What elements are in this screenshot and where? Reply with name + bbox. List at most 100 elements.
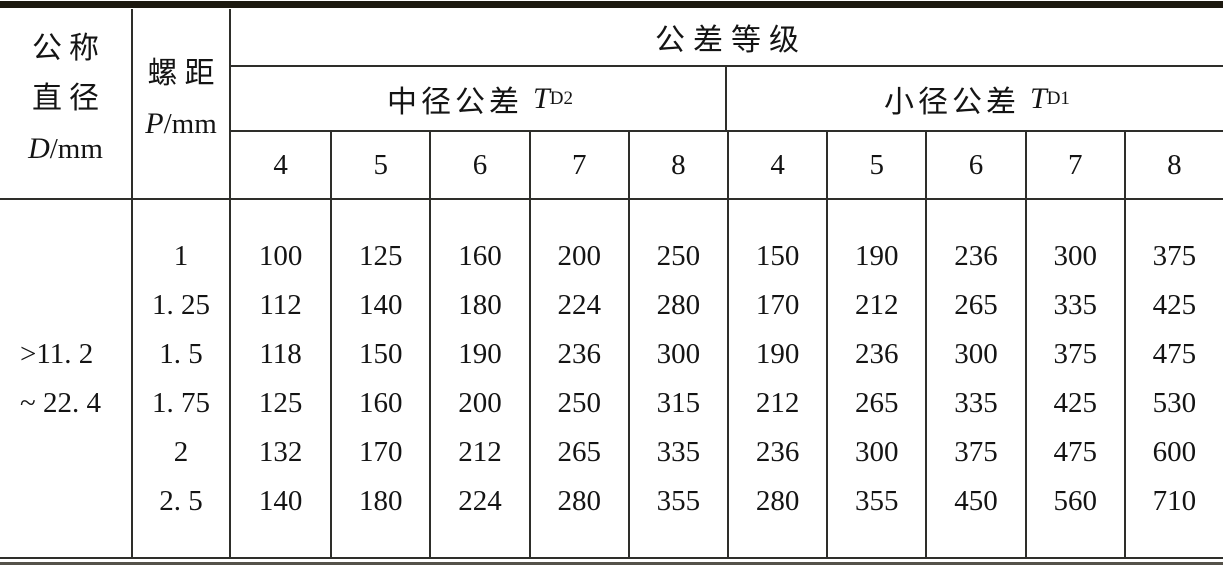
- pitch-cell: 1. 25: [152, 288, 210, 321]
- value-column-td2-grade8: 250 280 300 315 335 355: [627, 200, 727, 557]
- value-column-td2-grade7: 200 224 236 250 265 280: [528, 200, 628, 557]
- value-cell: 450: [954, 484, 998, 517]
- pitch-unit: /mm: [163, 107, 217, 140]
- value-cell: 236: [755, 435, 800, 468]
- table-header: 公称 直径 D/mm 螺距 P/mm 公差等级 中径公差 T D2 小径公差 T D1 …: [0, 9, 1223, 198]
- value-cell: 425: [1152, 288, 1197, 321]
- diameter-symbol: D: [28, 131, 50, 165]
- grade-header-td1-8: 8: [1123, 132, 1223, 198]
- pitch-cell: 2: [173, 435, 189, 468]
- value-cell: 236: [954, 239, 998, 272]
- value-cell: 710: [1152, 484, 1197, 517]
- value-cell: 236: [855, 337, 899, 370]
- value-cell: 335: [954, 386, 998, 419]
- minor-diameter-tolerance-label: 小径公差: [884, 85, 1021, 119]
- value-cell: 475: [1053, 435, 1097, 468]
- value-cell: 112: [259, 288, 302, 321]
- value-cell: 150: [755, 239, 800, 272]
- grade-header-td2-5: 5: [330, 132, 429, 198]
- grade-header-td2-6: 6: [429, 132, 528, 198]
- value-cell: 160: [458, 239, 502, 272]
- value-column-td1-grade4: 150 170 190 212 236 280: [726, 200, 826, 557]
- pitch-cell: 1. 5: [159, 337, 203, 370]
- grade-header-td1-4: 4: [726, 132, 826, 198]
- value-cell: 160: [359, 386, 403, 419]
- value-cell: 315: [656, 386, 701, 419]
- value-cell: 200: [557, 239, 601, 272]
- grade-header-td2-7: 7: [528, 132, 628, 198]
- value-cell: 125: [258, 386, 303, 419]
- nominal-diameter-label-line1: 公称: [32, 31, 106, 65]
- value-cell: 250: [656, 239, 701, 272]
- grade-header-td2-8: 8: [627, 132, 727, 198]
- diameter-range-line1: >11. 2: [20, 337, 94, 370]
- pitch-label: 螺距: [147, 56, 222, 90]
- grade-header-td1-7: 7: [1024, 132, 1124, 198]
- table-top-rule: [0, 1, 1223, 8]
- value-column-td1-grade7: 300 335 375 425 475 560: [1024, 200, 1124, 557]
- nominal-diameter-label-line2: 直径: [32, 81, 106, 115]
- value-cell: 355: [656, 484, 701, 517]
- value-cell: 355: [855, 484, 899, 517]
- pitch-diameter-tolerance-label: 中径公差: [387, 85, 524, 119]
- value-cell: 118: [259, 337, 302, 370]
- value-cell: 300: [855, 435, 899, 468]
- pitch-header: 螺距 P/mm: [133, 9, 231, 198]
- tolerance-grade-header: 公差等级: [231, 9, 1223, 67]
- value-cell: 265: [557, 435, 601, 468]
- pitch-symbol-line: P/mm: [145, 99, 217, 149]
- value-cell: 140: [258, 484, 303, 517]
- value-cell: 212: [458, 435, 502, 468]
- minor-diameter-tolerance-header: 小径公差 T D1: [726, 67, 1223, 132]
- grade-header-td1-5: 5: [826, 132, 925, 198]
- value-cell: 335: [1053, 288, 1097, 321]
- value-cell: 375: [1152, 239, 1197, 272]
- value-cell: 375: [954, 435, 998, 468]
- value-column-td2-grade6: 160 180 190 200 212 224: [429, 200, 528, 557]
- value-cell: 530: [1152, 386, 1197, 419]
- header-body-separator: [0, 198, 1223, 200]
- value-cell: 335: [656, 435, 701, 468]
- grade-header-td2-4: 4: [273, 148, 288, 181]
- value-cell: 212: [755, 386, 800, 419]
- diameter-range-line2: ~ 22. 4: [20, 386, 101, 419]
- value-cell: 236: [557, 337, 601, 370]
- value-cell: 180: [359, 484, 403, 517]
- table-bottom-gap: [0, 559, 1223, 562]
- value-column-td2-grade5: 125 140 150 160 170 180: [330, 200, 429, 557]
- value-cell: 190: [755, 337, 800, 370]
- value-column-td1-grade8: 375 425 475 530 600 710: [1123, 200, 1223, 557]
- value-cell: 140: [359, 288, 403, 321]
- table-bottom-rule: [0, 557, 1223, 559]
- value-cell: 224: [557, 288, 601, 321]
- value-cell: 425: [1053, 386, 1097, 419]
- value-cell: 212: [855, 288, 899, 321]
- pitch-column: 1 1. 25 1. 5 1. 75 2 2. 5: [133, 200, 231, 557]
- minor-diameter-tolerance-symbol: T: [1030, 81, 1047, 115]
- value-cell: 265: [954, 288, 998, 321]
- value-cell: 600: [1152, 435, 1197, 468]
- grade-header-td1-6: 6: [925, 132, 1024, 198]
- value-cell: 125: [359, 239, 403, 272]
- value-cell: 170: [755, 288, 800, 321]
- value-cell: 132: [258, 435, 303, 468]
- value-cell: 180: [458, 288, 502, 321]
- pitch-cell: 1: [173, 239, 189, 272]
- value-cell: 100: [258, 239, 303, 272]
- nominal-diameter-header: 公称 直径 D/mm: [0, 9, 133, 198]
- value-cell: 280: [656, 288, 701, 321]
- value-cell: 300: [954, 337, 998, 370]
- value-cell: 200: [458, 386, 502, 419]
- diameter-unit: /mm: [49, 132, 103, 165]
- value-cell: 190: [855, 239, 899, 272]
- value-column-td2-grade4: 100 112 118 125 132 140: [231, 200, 330, 557]
- value-cell: 190: [458, 337, 502, 370]
- value-cell: 265: [855, 386, 899, 419]
- value-cell: 375: [1053, 337, 1097, 370]
- value-cell: 250: [557, 386, 601, 419]
- page-bottom-edge: [0, 562, 1223, 565]
- table-body: >11. 2 ~ 22. 4 1 1. 25 1. 5 1. 75 2 2. 5…: [0, 200, 1223, 557]
- value-cell: 280: [557, 484, 601, 517]
- value-cell: 475: [1152, 337, 1197, 370]
